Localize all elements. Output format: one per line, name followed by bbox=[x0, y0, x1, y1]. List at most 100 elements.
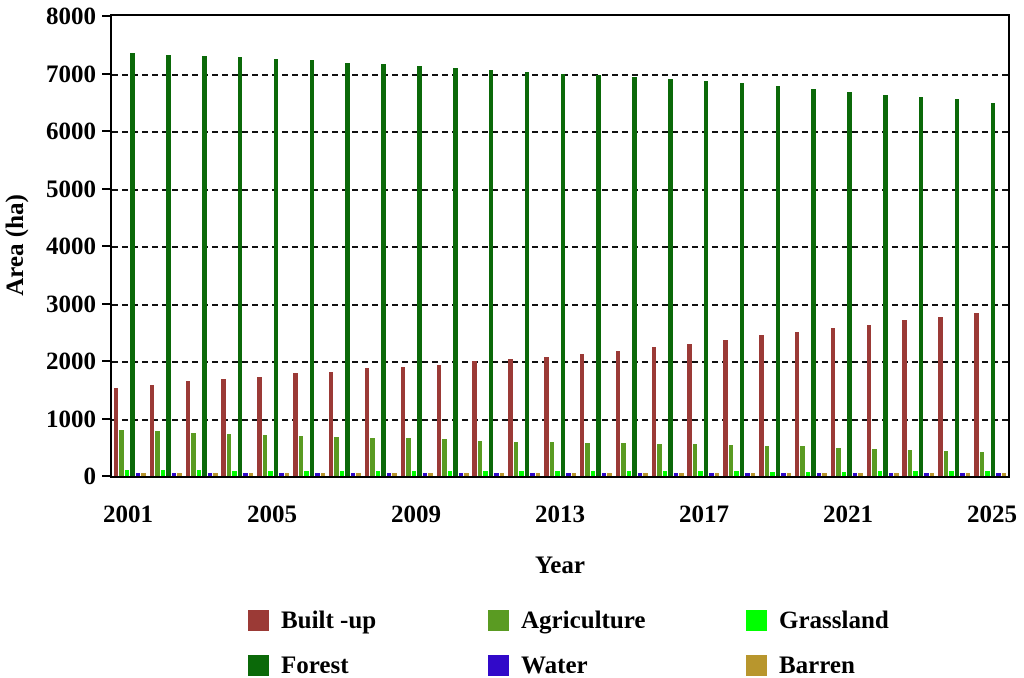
bar-barren-2004 bbox=[248, 472, 254, 476]
bar-barren-2013 bbox=[571, 472, 577, 476]
legend-item-built-up: Built -up bbox=[248, 598, 488, 643]
bar-agriculture-2020 bbox=[800, 446, 805, 476]
bar-grassland-2016 bbox=[662, 471, 668, 476]
gridline-3000 bbox=[112, 303, 1008, 306]
year-group-2010 bbox=[435, 16, 471, 476]
year-group-2015 bbox=[614, 16, 650, 476]
bar-water-2007 bbox=[350, 473, 356, 476]
legend-item-agriculture: Agriculture bbox=[488, 598, 746, 643]
y-tick-mark-4000 bbox=[102, 245, 110, 247]
bar-grassland-2012 bbox=[519, 471, 524, 476]
gridline-5000 bbox=[112, 188, 1008, 191]
legend-item-water: Water bbox=[488, 643, 746, 678]
bar-barren-2015 bbox=[643, 472, 648, 476]
bar-forest-2010 bbox=[453, 67, 458, 476]
x-axis-title: Year bbox=[535, 552, 585, 579]
bar-grassland-2018 bbox=[734, 471, 739, 476]
bar-built-up-2011 bbox=[472, 361, 477, 476]
bar-forest-2011 bbox=[488, 70, 494, 476]
bar-water-2011 bbox=[494, 473, 499, 476]
bar-grassland-2025 bbox=[985, 470, 990, 476]
bar-agriculture-2007 bbox=[334, 437, 339, 476]
y-tick-mark-0 bbox=[102, 475, 110, 477]
legend-label: Grassland bbox=[779, 606, 889, 634]
bar-barren-2025 bbox=[1001, 472, 1007, 476]
legend-label: Water bbox=[521, 651, 588, 678]
bar-grassland-2002 bbox=[160, 470, 166, 476]
y-tick-label-6000: 6000 bbox=[46, 118, 96, 145]
y-tick-label-4000: 4000 bbox=[46, 233, 96, 260]
bar-water-2018 bbox=[745, 473, 750, 476]
bar-built-up-2007 bbox=[328, 371, 334, 476]
bar-barren-2011 bbox=[499, 472, 505, 476]
year-group-2020 bbox=[793, 16, 829, 476]
bar-water-2001 bbox=[135, 473, 141, 476]
y-tick-label-3000: 3000 bbox=[46, 290, 96, 318]
bar-barren-2008 bbox=[392, 472, 397, 476]
gridline-6000 bbox=[112, 131, 1008, 133]
y-tick-label-0: 0 bbox=[83, 463, 97, 490]
year-group-2001 bbox=[112, 16, 148, 476]
bar-water-2006 bbox=[315, 473, 320, 476]
year-group-2018 bbox=[721, 16, 757, 476]
legend-swatch-icon bbox=[248, 655, 269, 676]
bar-forest-2019 bbox=[775, 86, 781, 476]
bar-agriculture-2019 bbox=[764, 445, 770, 476]
year-group-2004 bbox=[220, 16, 256, 476]
bar-forest-2025 bbox=[990, 102, 996, 476]
bar-grassland-2020 bbox=[805, 471, 811, 476]
legend-label: Agriculture bbox=[521, 606, 646, 634]
bar-agriculture-2012 bbox=[513, 441, 519, 476]
x-tick-label-2017: 2017 bbox=[679, 501, 729, 528]
y-tick-mark-1000 bbox=[102, 417, 110, 420]
year-group-2012 bbox=[506, 16, 542, 476]
bar-agriculture-2011 bbox=[477, 440, 483, 476]
x-tick-label-2021: 2021 bbox=[823, 501, 873, 528]
year-group-2024 bbox=[936, 16, 972, 476]
bar-water-2012 bbox=[530, 473, 535, 476]
bar-grassland-2015 bbox=[626, 471, 632, 476]
bar-water-2013 bbox=[566, 473, 571, 476]
y-tick-label-7000: 7000 bbox=[46, 60, 96, 88]
bar-built-up-2023 bbox=[902, 320, 907, 476]
y-tick-label-2000: 2000 bbox=[46, 348, 96, 375]
y-tick-label-8000: 8000 bbox=[46, 3, 96, 30]
bar-grassland-2017 bbox=[698, 471, 703, 476]
bar-built-up-2003 bbox=[185, 381, 191, 476]
bar-forest-2014 bbox=[596, 75, 601, 476]
bar-built-up-2006 bbox=[293, 373, 298, 476]
bar-built-up-2016 bbox=[651, 347, 657, 476]
bar-barren-2010 bbox=[464, 472, 469, 476]
bar-barren-2005 bbox=[284, 472, 290, 476]
bar-forest-2018 bbox=[739, 83, 745, 476]
bar-agriculture-2004 bbox=[226, 434, 232, 476]
bar-forest-2005 bbox=[273, 59, 279, 476]
bar-barren-2022 bbox=[894, 472, 899, 476]
bar-barren-2003 bbox=[213, 472, 218, 476]
bar-built-up-2008 bbox=[364, 368, 370, 476]
bar-water-2022 bbox=[888, 473, 894, 476]
x-tick-label-2025: 2025 bbox=[967, 501, 1017, 528]
bar-barren-2007 bbox=[356, 472, 361, 476]
bar-grassland-2004 bbox=[232, 470, 237, 476]
bar-forest-2001 bbox=[130, 52, 135, 476]
bar-forest-2012 bbox=[524, 71, 530, 476]
y-tick-mark-6000 bbox=[102, 130, 110, 132]
bar-built-up-2009 bbox=[400, 366, 406, 476]
bar-grassland-2014 bbox=[590, 471, 596, 476]
bar-barren-2002 bbox=[177, 472, 182, 476]
bar-grassland-2022 bbox=[877, 471, 883, 476]
bar-grassland-2008 bbox=[375, 470, 381, 476]
bar-water-2020 bbox=[816, 473, 822, 476]
bar-forest-2013 bbox=[560, 73, 566, 476]
x-tick-label-2005: 2005 bbox=[247, 501, 297, 528]
legend: Built -up Agriculture Grassland Forest Water… bbox=[248, 598, 889, 678]
legend-label: Barren bbox=[779, 651, 855, 678]
bar-built-up-2015 bbox=[615, 350, 621, 476]
bar-grassland-2010 bbox=[447, 471, 453, 476]
bar-water-2004 bbox=[243, 473, 248, 476]
legend-swatch-icon bbox=[248, 610, 269, 631]
legend-swatch-icon bbox=[746, 655, 767, 676]
x-tick-label-2013: 2013 bbox=[535, 501, 585, 528]
